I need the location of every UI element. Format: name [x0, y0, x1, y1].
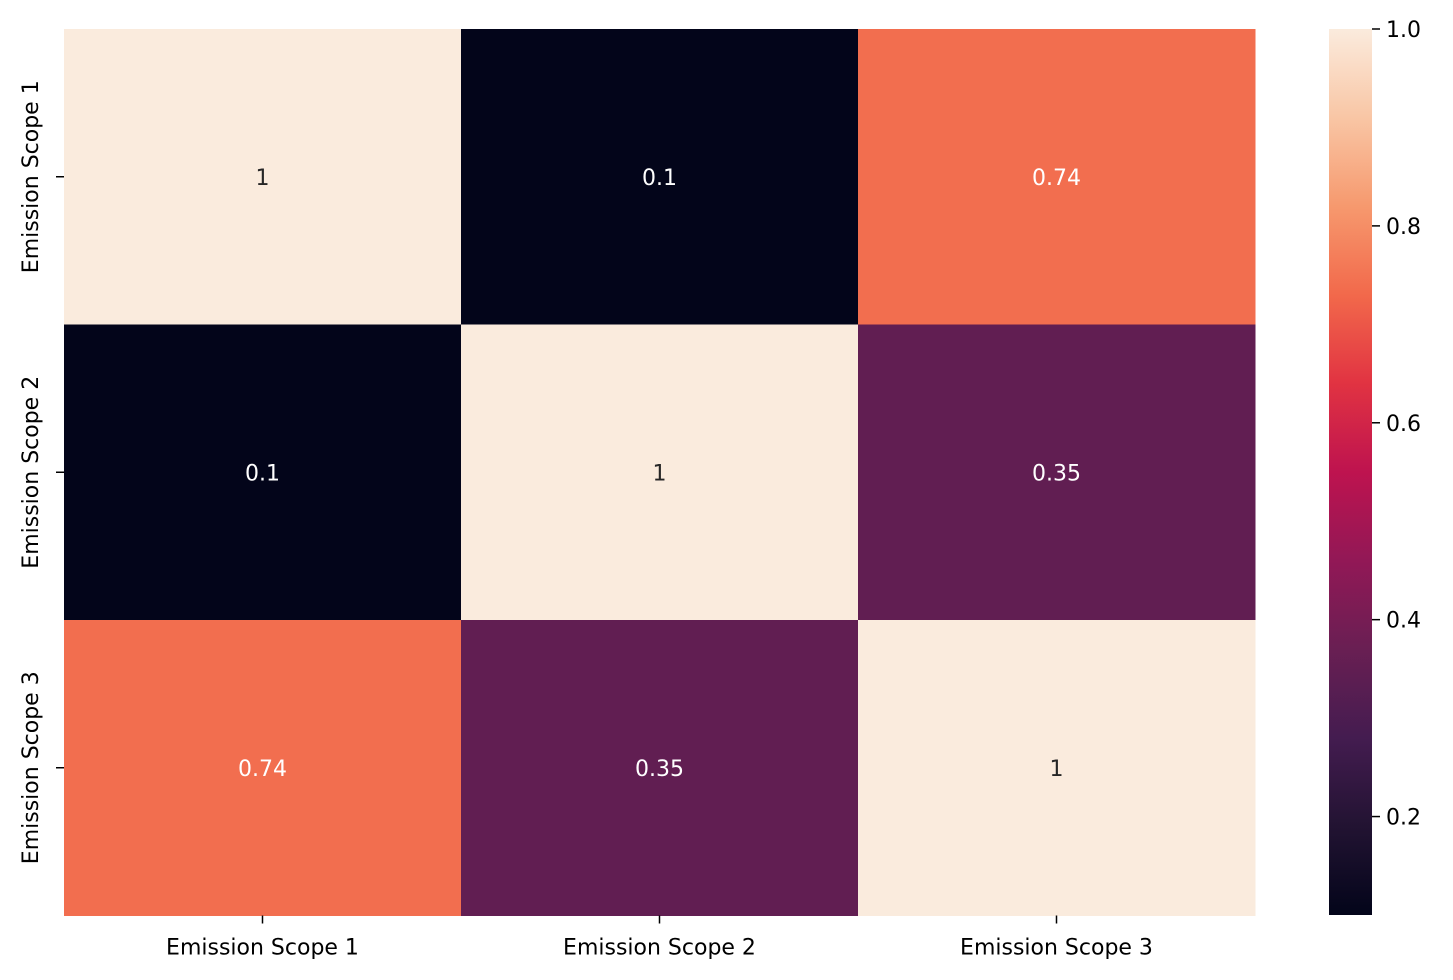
heatmap-cells: 1 0.1 0.74 0.1 1 0.35 0.74 0.35 1: [64, 29, 1256, 916]
y-tick-label: Emission Scope 1: [19, 80, 44, 273]
heatmap-cell: [461, 324, 859, 621]
heatmap-cell: [858, 29, 1256, 325]
heatmap-cell: [64, 29, 462, 325]
cell-label: 0.74: [238, 757, 287, 782]
y-tick-label: Emission Scope 3: [19, 671, 44, 864]
cell-label: 0.1: [245, 461, 280, 486]
cell-label: 0.35: [1032, 461, 1081, 486]
colorbar-tick-label: 0.4: [1386, 609, 1421, 634]
colorbar: 0.2 0.4 0.6 0.8 1.0: [1329, 18, 1421, 915]
colorbar-tick-label: 1.0: [1386, 18, 1421, 43]
heatmap-cell: [858, 620, 1256, 916]
cell-label: 1: [653, 461, 667, 486]
heatmap-cell: [461, 29, 859, 325]
colorbar-tick-label: 0.6: [1386, 412, 1421, 437]
y-tick-label: Emission Scope 2: [19, 376, 44, 569]
colorbar-gradient: [1329, 29, 1372, 915]
y-axis: Emission Scope 1 Emission Scope 2 Emission…: [19, 80, 64, 864]
cell-label: 0.1: [642, 166, 677, 191]
cell-label: 0.35: [635, 757, 684, 782]
heatmap-cell: [858, 324, 1256, 621]
cell-label: 1: [256, 166, 270, 191]
colorbar-tick-label: 0.2: [1386, 806, 1421, 831]
cell-label: 0.74: [1032, 166, 1081, 191]
x-tick-label: Emission Scope 2: [563, 936, 756, 961]
heatmap-cell: [64, 620, 462, 916]
cell-label: 1: [1050, 757, 1064, 782]
heatmap-cell: [64, 324, 462, 621]
x-tick-label: Emission Scope 3: [960, 936, 1153, 961]
x-tick-label: Emission Scope 1: [166, 936, 359, 961]
x-axis: Emission Scope 1 Emission Scope 2 Emission…: [166, 915, 1153, 961]
colorbar-tick-label: 0.8: [1386, 215, 1421, 240]
heatmap-cell: [461, 620, 859, 916]
